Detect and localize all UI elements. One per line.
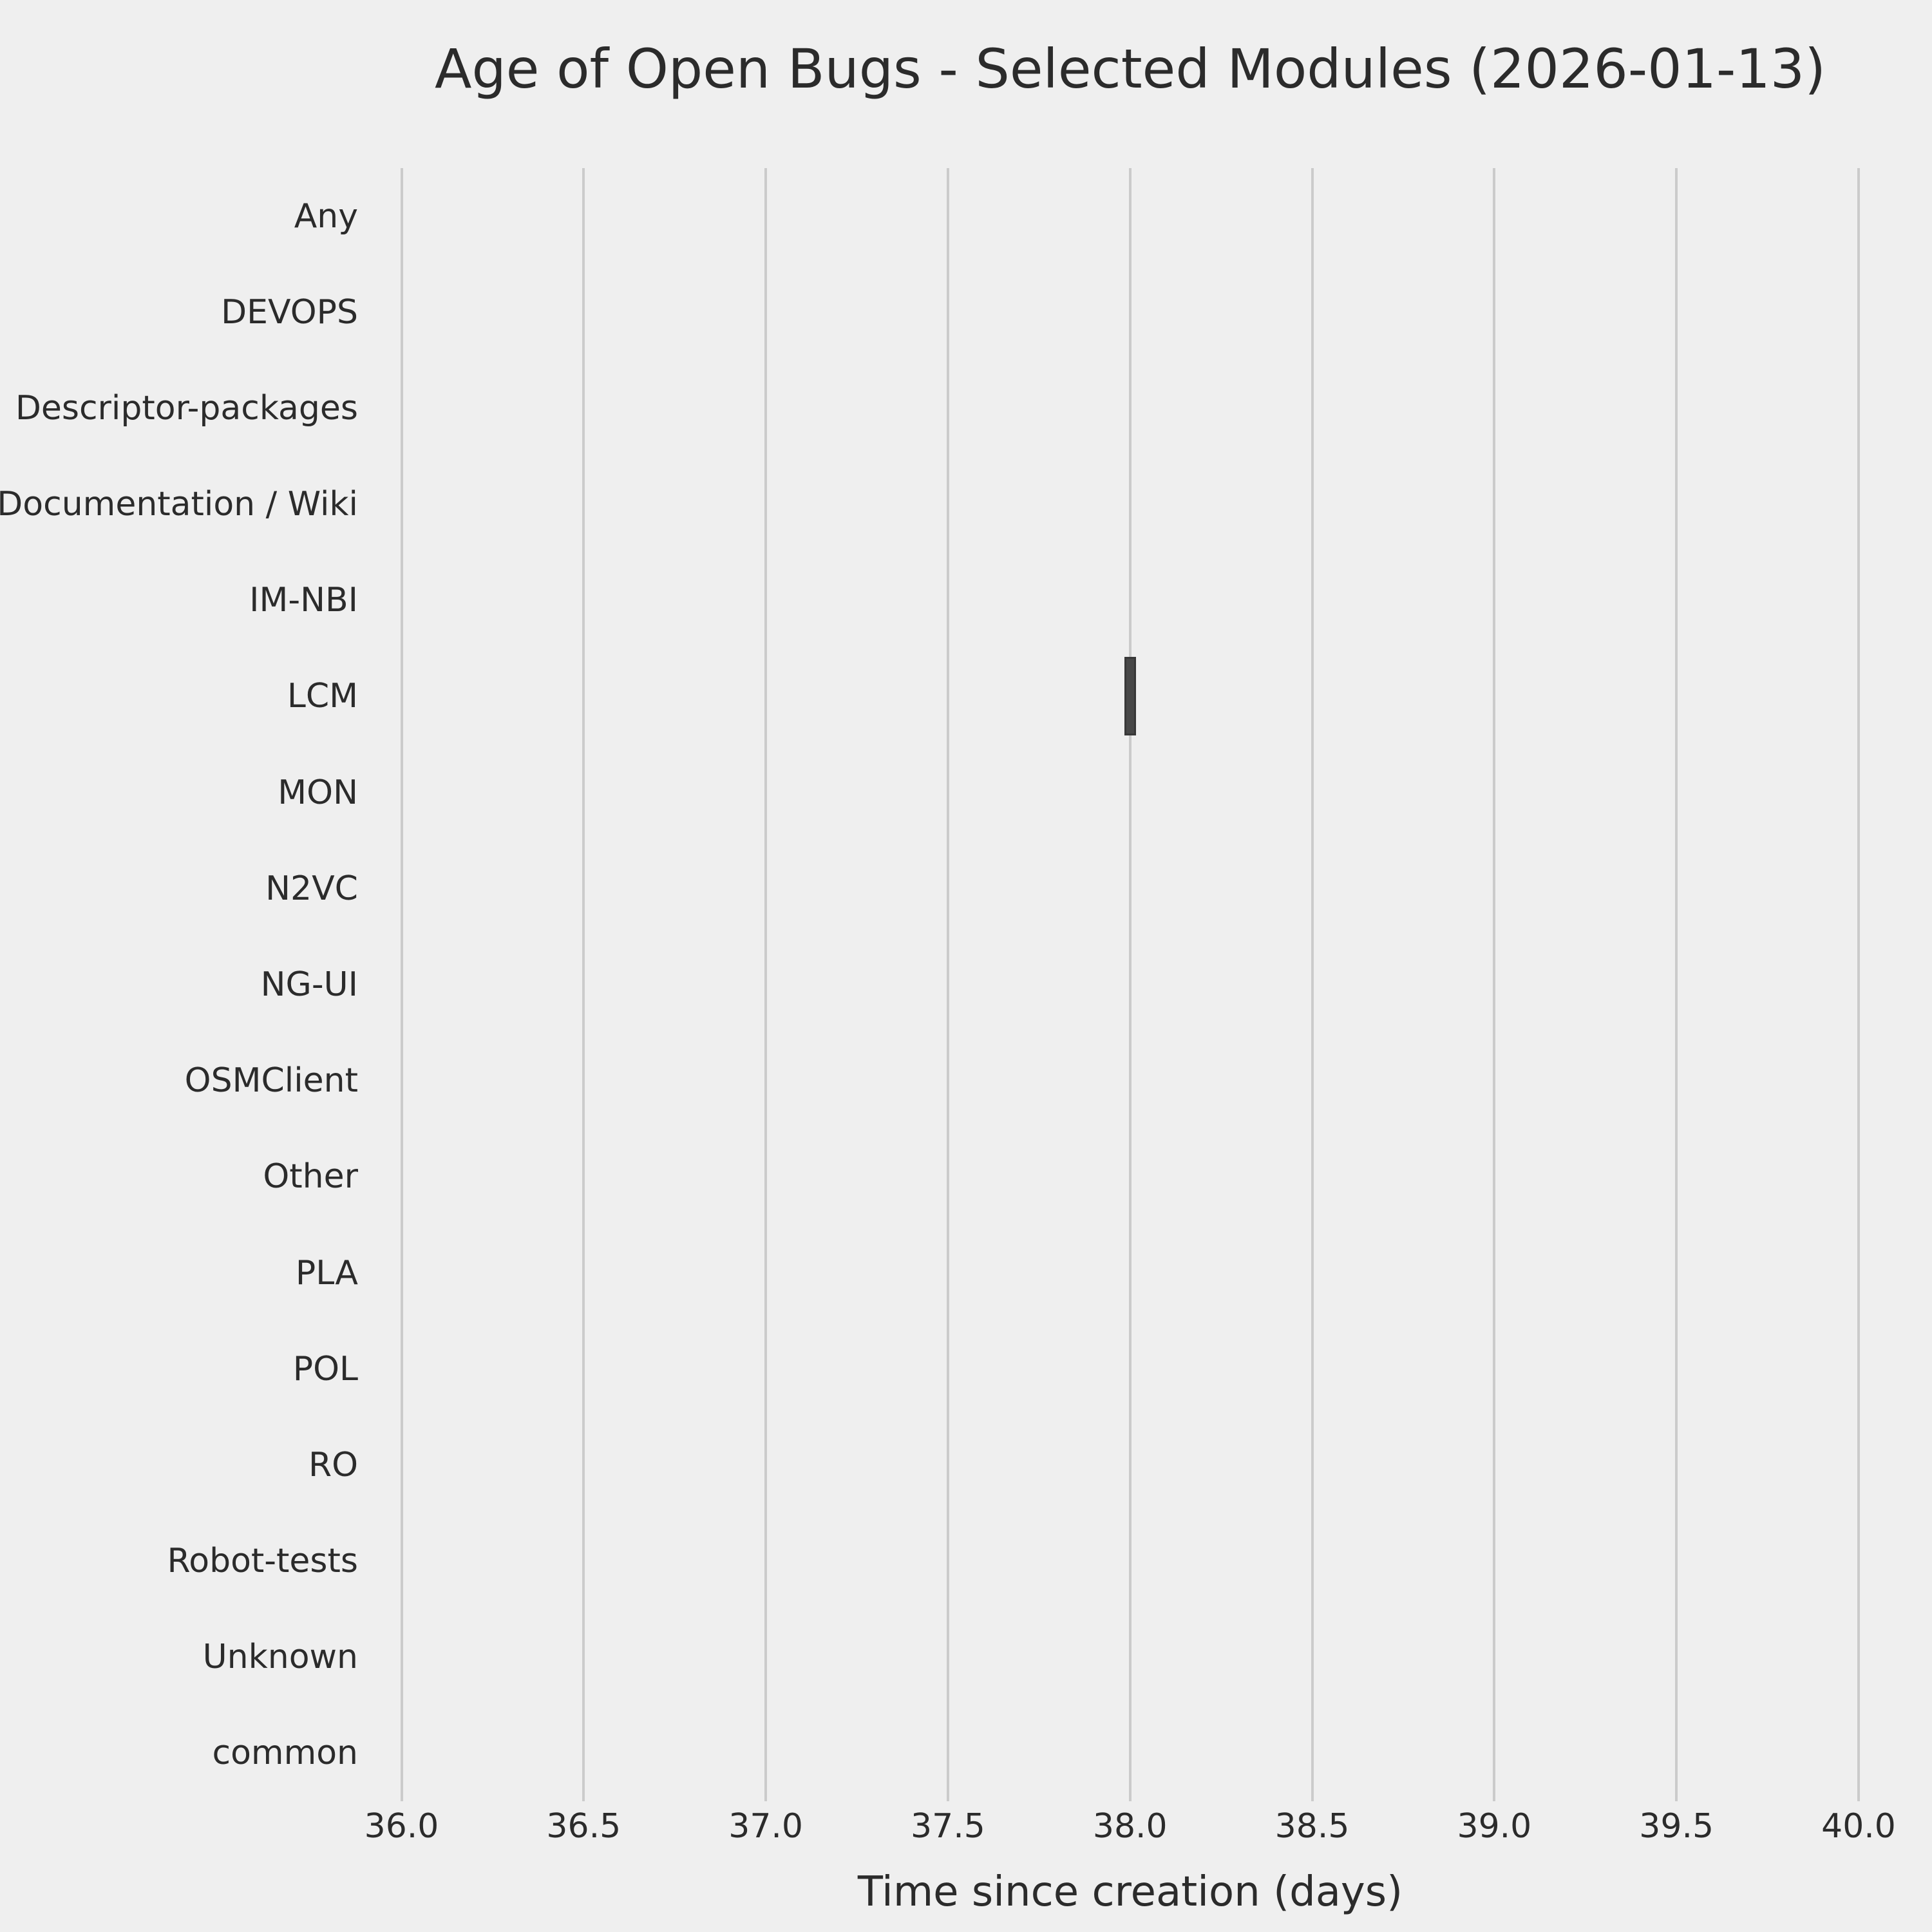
y-category-label: PLA [295, 1253, 358, 1293]
x-tick-label: 37.5 [911, 1807, 985, 1846]
x-tick-label: 36.0 [364, 1807, 439, 1846]
y-category-label: Other [263, 1157, 358, 1197]
x-tick-label: 38.5 [1274, 1807, 1350, 1846]
y-category-label: RO [308, 1445, 358, 1484]
y-category-label: Any [294, 196, 358, 236]
x-gridline [764, 168, 768, 1801]
y-category-label: common [212, 1734, 358, 1773]
y-category-label: POL [292, 1349, 358, 1388]
y-category-label: Unknown [202, 1638, 358, 1677]
x-gridline [582, 168, 585, 1801]
y-category-label: DEVOPS [221, 292, 358, 332]
x-tick-label: 38.0 [1092, 1807, 1168, 1846]
chart-title: Age of Open Bugs - Selected Modules (202… [434, 37, 1826, 100]
y-category-label: LCM [287, 677, 358, 716]
x-gridline [1675, 168, 1678, 1801]
x-gridline [1311, 168, 1314, 1801]
x-gridline [946, 168, 949, 1801]
y-category-label: Documentation / Wiki [0, 485, 358, 524]
y-category-label: NG-UI [260, 965, 358, 1004]
y-category-label: Descriptor-packages [15, 388, 358, 428]
plot-area [380, 168, 1880, 1801]
x-gridline [1128, 168, 1132, 1801]
y-category-label: IM-NBI [249, 581, 358, 620]
x-axis-title: Time since creation (days) [857, 1868, 1403, 1916]
x-gridline [1493, 168, 1496, 1801]
x-tick-label: 40.0 [1821, 1807, 1896, 1846]
y-category-label: OSMClient [184, 1061, 358, 1101]
data-mark-lcm [1124, 657, 1136, 736]
y-category-label: Robot-tests [167, 1542, 358, 1581]
x-tick-label: 36.5 [546, 1807, 621, 1846]
y-category-label: MON [278, 773, 358, 812]
x-gridline [1857, 168, 1860, 1801]
x-gridline [400, 168, 403, 1801]
x-tick-label: 37.0 [728, 1807, 804, 1846]
x-tick-label: 39.5 [1639, 1807, 1714, 1846]
y-category-label: N2VC [265, 869, 358, 908]
x-tick-label: 39.0 [1457, 1807, 1532, 1846]
